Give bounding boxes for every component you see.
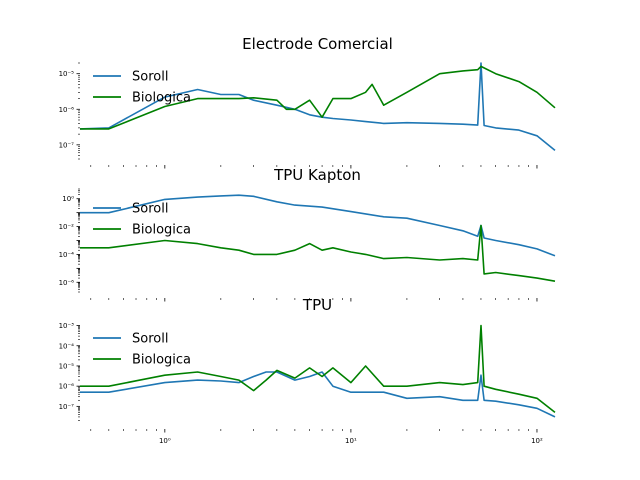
y-tick-label: 10⁻³	[59, 322, 75, 330]
x-tick-label: 10⁰	[159, 437, 171, 445]
chart-panel-1: Electrode Comercial 10⁻⁷ 10⁻⁶ 10⁻⁵ Soroll Bio…	[59, 35, 556, 169]
legend: Soroll Biologica	[93, 70, 191, 106]
series-line-biologica	[80, 65, 556, 130]
legend-label-soroll: Soroll	[132, 332, 168, 347]
y-tick-label: 10⁻²	[59, 223, 75, 231]
y-tick-label: 10⁻⁵	[59, 362, 75, 370]
series-line-soroll	[79, 62, 556, 152]
legend-label-biologica: Biologica	[132, 353, 191, 368]
chart-panel-3: TPU 10⁻⁷ 10⁻⁶ 10⁻⁵ 10⁻⁴ 10⁻³ 10⁰ 10¹ 10² Soroll Bi…	[59, 296, 556, 445]
legend: Soroll Biologica	[93, 202, 191, 238]
chart-title: Electrode Comercial	[242, 35, 393, 53]
legend-label-soroll: Soroll	[132, 70, 168, 85]
chart-title: TPU Kapton	[273, 166, 361, 184]
y-tick-label: 10⁻⁷	[59, 403, 75, 411]
y-tick-label: 10⁻⁶	[59, 106, 75, 114]
series-line-soroll	[80, 194, 556, 257]
legend-label-biologica: Biologica	[132, 223, 191, 238]
chart-title: TPU	[302, 296, 332, 314]
legend: Soroll Biologica	[93, 332, 191, 368]
y-tick-label: 10⁻⁵	[59, 70, 75, 78]
x-tick-label: 10¹	[345, 437, 357, 445]
series-line-biologica	[80, 224, 556, 282]
y-tick-label: 10⁰	[62, 195, 74, 203]
y-tick-label: 10⁻⁴	[59, 342, 75, 350]
series-line-biologica	[80, 324, 556, 414]
legend-label-soroll: Soroll	[132, 202, 168, 217]
x-tick-label: 10²	[531, 437, 543, 445]
legend-label-biologica: Biologica	[132, 91, 191, 106]
y-tick-label: 10⁻⁶	[59, 279, 75, 287]
y-tick-label: 10⁻⁴	[59, 251, 75, 259]
chart-panel-2: TPU Kapton 10⁻⁶ 10⁻⁴ 10⁻² 10⁰ Soroll Biologica	[59, 166, 556, 302]
series-line-soroll	[80, 371, 556, 418]
y-tick-label: 10⁻⁷	[59, 141, 75, 149]
y-tick-label: 10⁻⁶	[59, 383, 75, 391]
